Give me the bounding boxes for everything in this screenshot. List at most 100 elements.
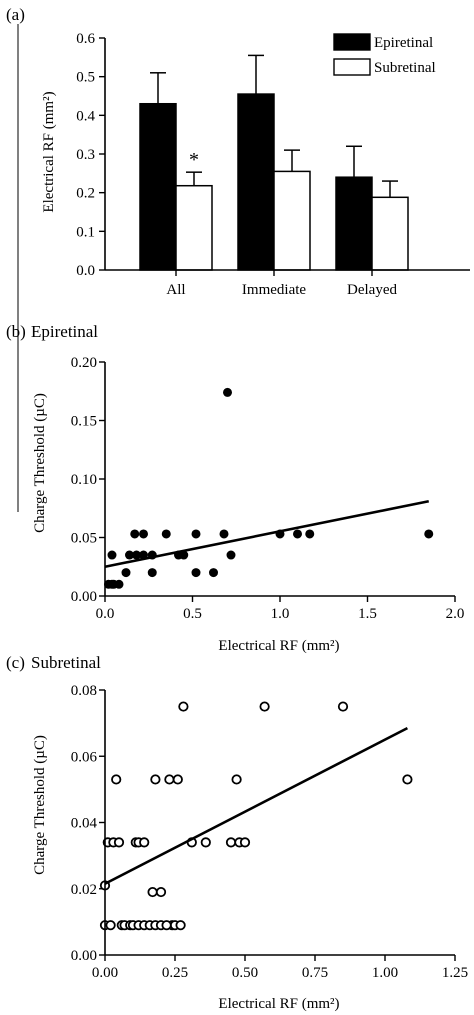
y-tick-label: 0.2 <box>76 186 95 202</box>
panel-c: (c) Subretinal Charge Threshold (µC) Ele… <box>6 653 468 1012</box>
data-point <box>105 920 116 931</box>
significance-asterisk: * <box>189 149 199 171</box>
legend-label-epiretinal: Epiretinal <box>374 35 433 51</box>
panel-a-label: (a) <box>6 5 25 24</box>
y-tick-label: 0.6 <box>76 31 95 47</box>
panel-a-xticks: All Immediate Delayed <box>166 270 397 298</box>
data-point <box>147 568 157 578</box>
panel-a-ylabel: Electrical RF (mm²) <box>41 91 57 212</box>
x-tick-label: 2.0 <box>446 606 465 622</box>
y-tick-label: 0.3 <box>76 147 95 163</box>
data-point <box>191 568 201 578</box>
data-point <box>402 774 413 785</box>
panel-a-yticks: 0.0 0.1 0.2 0.3 0.4 0.5 0.6 <box>76 31 105 279</box>
panel-a-legend: Epiretinal Subretinal <box>333 33 436 76</box>
data-point <box>139 837 150 848</box>
panel-b: (b) Epiretinal Charge Threshold (µC) Ele… <box>6 322 464 654</box>
data-point <box>231 774 242 785</box>
y-tick-label: 0.05 <box>71 531 97 547</box>
data-point <box>121 568 131 578</box>
panel-c-xlabel: Electrical RF (mm²) <box>218 996 339 1012</box>
y-tick-label: 0.00 <box>71 948 97 964</box>
y-tick-label: 0.4 <box>76 108 95 124</box>
panel-c-ticks: 0.00 0.02 0.04 0.06 0.08 0.00 0.25 0.50 0.75 1.00… <box>71 683 468 981</box>
y-tick-label: 0.10 <box>71 472 97 488</box>
data-point <box>200 837 211 848</box>
y-tick-label: 0.08 <box>71 683 97 699</box>
bar-subretinal <box>273 170 311 271</box>
panel-c-points <box>99 701 413 931</box>
y-tick-label: 0.06 <box>71 749 98 765</box>
data-point <box>175 920 186 931</box>
legend-swatch-subretinal <box>333 58 371 76</box>
y-tick-label: 0.04 <box>71 816 98 832</box>
x-tick-label: 1.5 <box>358 606 377 622</box>
panel-a: (a) Electrical RF (mm²) 0.00.10.20.30.40… <box>6 5 470 298</box>
x-tick-label: 0.50 <box>232 965 258 981</box>
data-point <box>107 550 117 560</box>
y-tick-label: 0.0 <box>76 263 95 279</box>
x-tick-label: 0.5 <box>183 606 202 622</box>
y-tick-label: 0.20 <box>71 355 97 371</box>
data-point <box>219 529 229 539</box>
panel-b-regression-line <box>104 499 430 569</box>
panel-c-ylabel: Charge Threshold (µC) <box>32 735 48 875</box>
data-point <box>130 529 140 539</box>
panel-a-bars: * <box>139 54 409 271</box>
data-point <box>150 774 161 785</box>
bar-subretinal <box>371 196 409 271</box>
x-tick-label: 1.0 <box>271 606 290 622</box>
x-tick-label: 1.25 <box>442 965 468 981</box>
data-point <box>223 387 232 397</box>
panel-c-title: Subretinal <box>31 653 101 672</box>
data-point <box>178 701 189 712</box>
data-point <box>424 529 434 539</box>
data-point <box>337 701 349 712</box>
x-tick-label: 0.0 <box>96 606 115 622</box>
data-point <box>191 529 201 539</box>
bar-epiretinal <box>139 102 177 271</box>
data-point <box>305 529 315 539</box>
legend-label-subretinal: Subretinal <box>374 60 436 76</box>
data-point <box>172 774 183 785</box>
data-point <box>111 774 122 785</box>
x-tick-label: Immediate <box>242 282 306 298</box>
data-point <box>161 920 172 931</box>
data-point <box>114 579 124 589</box>
panel-b-label: (b) <box>6 322 26 341</box>
panel-c-regression-line <box>104 726 408 885</box>
x-tick-label: 0.75 <box>302 965 328 981</box>
panel-b-xlabel: Electrical RF (mm²) <box>218 638 339 654</box>
panel-b-ticks: 0.00 0.05 0.10 0.15 0.20 0.0 0.5 1.0 1.5 2.0 <box>71 355 465 622</box>
data-point <box>239 837 251 848</box>
data-point <box>113 837 125 848</box>
panel-c-label: (c) <box>6 653 25 672</box>
bar-subretinal <box>175 184 213 271</box>
data-point <box>293 529 302 539</box>
x-tick-label: 0.25 <box>162 965 188 981</box>
y-tick-label: 0.15 <box>71 414 97 430</box>
x-tick-label: All <box>166 282 185 298</box>
panel-b-ylabel: Charge Threshold (µC) <box>32 393 48 533</box>
data-point <box>164 774 175 785</box>
data-point <box>226 550 236 560</box>
data-point <box>225 837 237 848</box>
bar-epiretinal <box>237 93 275 271</box>
x-tick-label: Delayed <box>347 282 397 298</box>
legend-swatch-epiretinal <box>333 33 371 51</box>
y-tick-label: 0.1 <box>76 224 95 240</box>
y-tick-label: 0.5 <box>76 70 95 86</box>
data-point <box>259 701 270 712</box>
y-tick-label: 0.00 <box>71 589 97 605</box>
x-tick-label: 1.00 <box>372 965 398 981</box>
panel-b-title: Epiretinal <box>31 322 98 341</box>
data-point <box>139 529 148 539</box>
x-tick-label: 0.00 <box>92 965 118 981</box>
bar-epiretinal <box>335 176 373 271</box>
data-point <box>147 886 158 898</box>
panel-b-points <box>104 387 434 589</box>
data-point <box>209 568 218 578</box>
data-point <box>155 886 167 898</box>
data-point <box>161 529 171 539</box>
